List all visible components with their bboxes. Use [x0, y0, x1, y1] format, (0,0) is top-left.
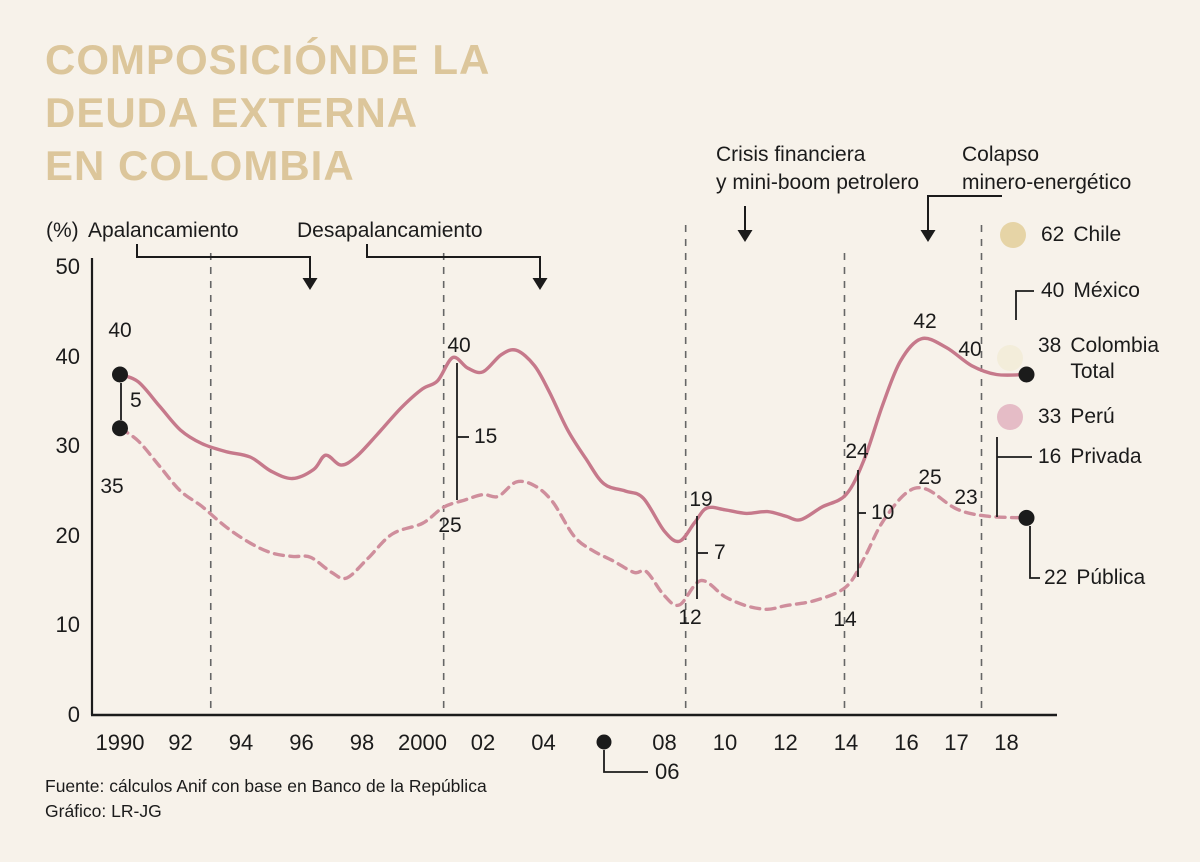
connector-line [1029, 526, 1040, 579]
annotation-arrow-line [366, 244, 541, 279]
arrowhead-icon [737, 230, 753, 242]
legend-dot-peru [997, 404, 1023, 430]
event-colapso-line-1: Colapso [962, 143, 1040, 166]
endpoint-dot [112, 420, 128, 437]
legend-label-chile: Chile [1073, 223, 1122, 246]
legend-item-chile: 62 Chile [1000, 222, 1121, 248]
event-crisis-line-2: y mini-boom petrolero [716, 171, 920, 194]
credit-line: Gráfico: LR-JG [45, 801, 162, 821]
legend-item-peru: 33 Perú [997, 404, 1115, 430]
series-line-total [118, 336, 1029, 544]
x-callout-dot [596, 734, 612, 750]
legend-label-publica: Pública [1076, 566, 1146, 589]
endpoint-dot [112, 366, 128, 383]
title-line-2: DEUDA EXTERNA [45, 88, 419, 136]
connector-line [1015, 290, 1034, 320]
endpoint-dot [1018, 366, 1035, 383]
legend-label-mexico: México [1073, 279, 1140, 302]
legend-value-publica: 22 [1044, 566, 1068, 589]
arrowhead-icon [532, 278, 548, 290]
legend-value-colombia: 38 [1038, 334, 1062, 357]
source-line: Fuente: cálculos Anif con base en Banco … [45, 776, 487, 796]
connector-line [603, 750, 648, 773]
annotation-arrow-line [136, 244, 311, 279]
y-axis-unit-label: (%) [46, 219, 79, 242]
legend-label-colombia: Colombia Total [1070, 334, 1160, 383]
event-label-crisis: Crisis financiera y mini-boom petrolero [716, 141, 919, 197]
legend-item-mexico: 40 México [1041, 278, 1140, 304]
legend-item-publica: 22 Pública [1044, 565, 1145, 591]
title-line-3: EN COLOMBIA [45, 141, 355, 189]
event-crisis-line-1: Crisis financiera [716, 143, 866, 166]
phase-label-apalancamiento: Apalancamiento [88, 219, 239, 242]
annotation-arrow-line [927, 195, 1002, 231]
chart-title: COMPOSICIÓNDE LA DEUDA EXTERNA EN COLOMB… [45, 34, 490, 193]
event-colapso-line-2: minero-energético [962, 171, 1132, 194]
series-line-publica [118, 426, 1029, 612]
arrowhead-icon [920, 230, 936, 242]
legend-dot-colombia [997, 345, 1023, 371]
legend-label-peru: Perú [1070, 405, 1115, 428]
source-note: Fuente: cálculos Anif con base en Banco … [45, 774, 487, 824]
arrowhead-icon [302, 278, 318, 290]
legend-value-peru: 33 [1038, 405, 1062, 428]
legend-dot-chile [1000, 222, 1026, 248]
title-line-1: COMPOSICIÓNDE LA [45, 36, 491, 83]
legend-label-privada: Privada [1070, 445, 1142, 468]
legend-item-privada: 16 Privada [1038, 444, 1142, 470]
legend-value-privada: 16 [1038, 445, 1062, 468]
endpoint-dot [1018, 509, 1035, 526]
legend-value-chile: 62 [1041, 223, 1065, 246]
event-label-colapso: Colapso minero-energético [962, 141, 1131, 197]
phase-label-desapalancamiento: Desapalancamiento [297, 219, 483, 242]
legend-value-mexico: 40 [1041, 279, 1065, 302]
legend-item-colombia-total: 38 Colombia Total [997, 333, 1164, 385]
